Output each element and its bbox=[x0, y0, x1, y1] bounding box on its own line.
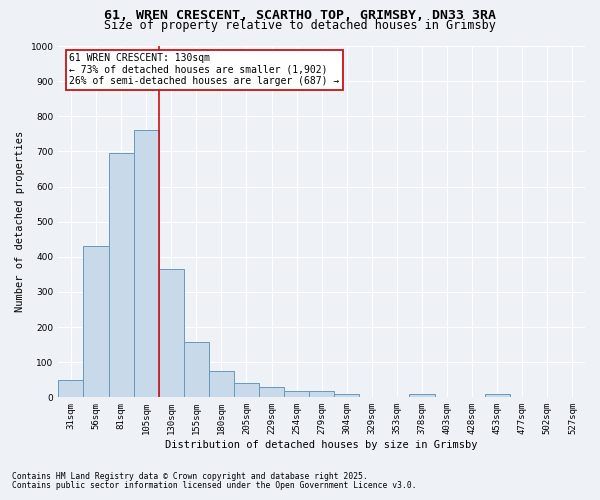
Text: 61 WREN CRESCENT: 130sqm
← 73% of detached houses are smaller (1,902)
26% of sem: 61 WREN CRESCENT: 130sqm ← 73% of detach… bbox=[69, 53, 339, 86]
Bar bbox=[109, 153, 134, 398]
Bar bbox=[284, 392, 309, 398]
Text: 61, WREN CRESCENT, SCARTHO TOP, GRIMSBY, DN33 3RA: 61, WREN CRESCENT, SCARTHO TOP, GRIMSBY,… bbox=[104, 9, 496, 22]
Bar bbox=[58, 380, 83, 398]
Bar bbox=[334, 394, 359, 398]
Bar bbox=[83, 246, 109, 398]
Bar bbox=[309, 392, 334, 398]
Bar bbox=[159, 269, 184, 398]
Bar bbox=[259, 387, 284, 398]
Text: Size of property relative to detached houses in Grimsby: Size of property relative to detached ho… bbox=[104, 18, 496, 32]
X-axis label: Distribution of detached houses by size in Grimsby: Distribution of detached houses by size … bbox=[166, 440, 478, 450]
Bar bbox=[209, 371, 234, 398]
Text: Contains HM Land Registry data © Crown copyright and database right 2025.: Contains HM Land Registry data © Crown c… bbox=[12, 472, 368, 481]
Text: Contains public sector information licensed under the Open Government Licence v3: Contains public sector information licen… bbox=[12, 481, 416, 490]
Bar bbox=[409, 394, 434, 398]
Bar bbox=[184, 342, 209, 398]
Bar bbox=[234, 384, 259, 398]
Y-axis label: Number of detached properties: Number of detached properties bbox=[15, 131, 25, 312]
Bar bbox=[485, 394, 510, 398]
Bar bbox=[134, 130, 159, 398]
